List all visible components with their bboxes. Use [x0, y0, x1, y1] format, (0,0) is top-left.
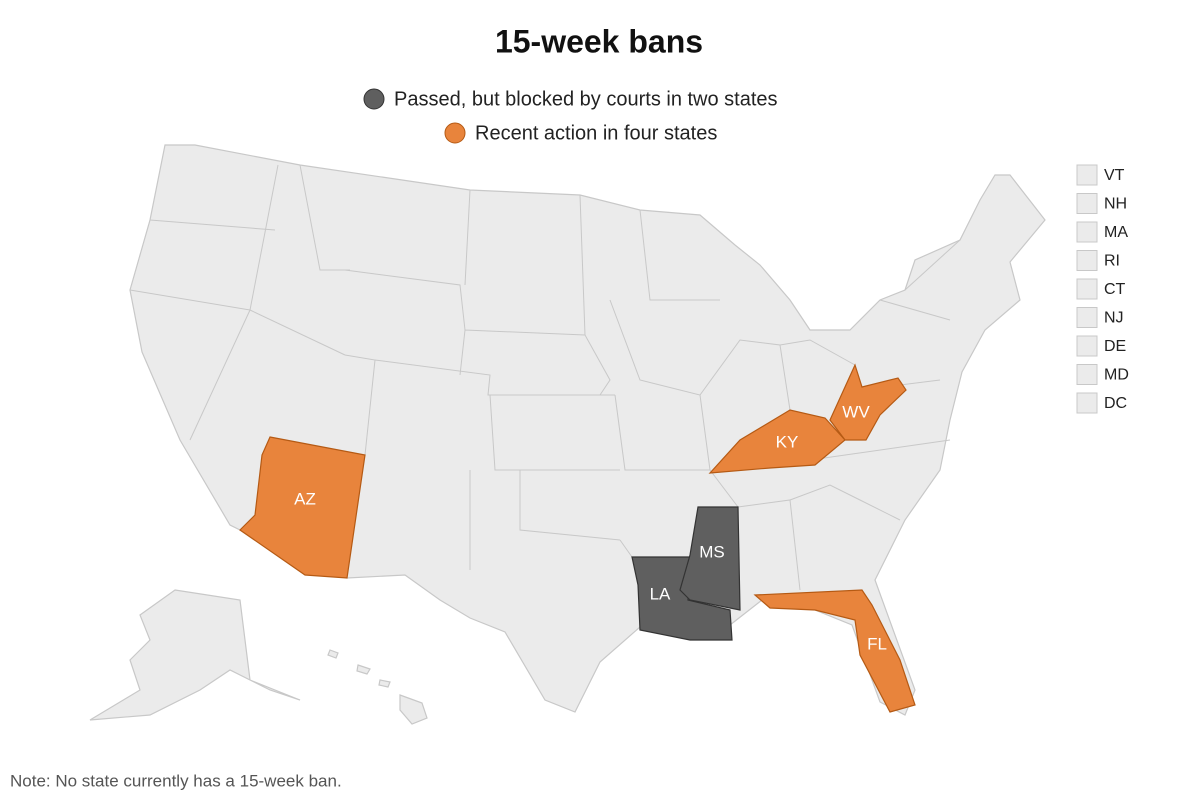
us-outline [129, 144, 1046, 716]
state-borders [129, 164, 961, 591]
small-state-box [1076, 164, 1098, 186]
small-states: VT NH MA RI CT NJ DE MD DC [1076, 164, 1129, 414]
legend-swatch [444, 122, 466, 144]
small-state-label: CT [1104, 281, 1126, 298]
small-state-box [1076, 278, 1098, 300]
small-state-label: VT [1104, 167, 1125, 184]
state-label: MS [699, 542, 725, 561]
state [753, 589, 916, 713]
small-state-label: DE [1104, 338, 1126, 355]
state [679, 506, 741, 611]
state-label: WV [842, 402, 870, 421]
legend-label: Passed, but blocked by courts in two sta… [394, 88, 778, 110]
small-state-label: MD [1104, 367, 1129, 384]
legend-label: Recent action in four states [475, 122, 717, 144]
legend-swatch [363, 88, 385, 110]
state-label: AZ [294, 489, 316, 508]
state [239, 436, 366, 579]
small-state-label: DC [1104, 395, 1127, 412]
small-state-box [1076, 307, 1098, 328]
small-state-label: NH [1104, 196, 1127, 213]
hawaii [327, 649, 428, 725]
small-state-box [1076, 364, 1098, 385]
state-label: FL [867, 634, 887, 653]
small-state-label: MA [1104, 224, 1128, 241]
alaska [89, 589, 301, 721]
small-state-box [1076, 193, 1098, 214]
state-label: LA [650, 584, 671, 603]
small-state-box [1076, 335, 1098, 357]
state [829, 363, 907, 441]
small-state-box [1076, 250, 1098, 271]
small-state-box [1076, 392, 1098, 414]
title: 15-week bans [495, 23, 703, 59]
note: Note: No state currently has a 15-week b… [10, 771, 342, 790]
small-state-label: NJ [1104, 310, 1124, 327]
state [708, 409, 846, 474]
state-label: KY [776, 432, 799, 451]
small-state-label: RI [1104, 253, 1120, 270]
small-state-box [1076, 221, 1098, 243]
